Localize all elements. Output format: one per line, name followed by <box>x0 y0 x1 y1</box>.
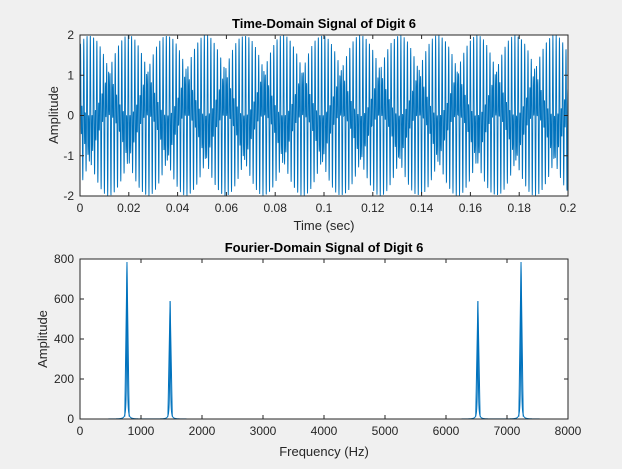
fourier-peak <box>167 300 173 417</box>
fourier-x-tick-label: 3000 <box>250 424 277 438</box>
time-x-tick-label: 0.2 <box>560 201 577 215</box>
time-x-tick-label: 0.02 <box>117 201 141 215</box>
fourier-y-tick-label: 0 <box>67 412 74 426</box>
fourier-x-tick-label: 2000 <box>189 424 216 438</box>
fourier-x-tick-label: 6000 <box>433 424 460 438</box>
fourier-y-axis-label: Amplitude <box>35 310 50 368</box>
time-y-axis-label: Amplitude <box>46 86 61 144</box>
time-y-tick-label: 0 <box>67 109 74 123</box>
fourier-chart-title: Fourier-Domain Signal of Digit 6 <box>225 240 424 255</box>
fourier-y-tick-label: 200 <box>54 372 74 386</box>
fourier-x-tick-label: 7000 <box>494 424 521 438</box>
fourier-y-tick-label: 800 <box>54 252 74 266</box>
time-chart-title: Time-Domain Signal of Digit 6 <box>232 16 416 31</box>
time-signal-line <box>79 35 569 196</box>
time-x-tick-label: 0.16 <box>459 201 483 215</box>
time-x-axis-label: Time (sec) <box>294 218 355 233</box>
fourier-x-tick-label: 4000 <box>311 424 338 438</box>
time-y-tick-label: 1 <box>67 68 74 82</box>
fourier-peak <box>475 300 481 417</box>
time-ticks: 0 0.02 0.04 0.06 0.08 0.1 0.12 0.14 0.16 0.18 0.2 -… <box>63 28 576 215</box>
fourier-y-tick-label: 400 <box>54 332 74 346</box>
fourier-x-axis-label: Frequency (Hz) <box>279 444 369 459</box>
fourier-x-tick-label: 5000 <box>372 424 399 438</box>
fourier-x-tick-label: 0 <box>77 424 84 438</box>
time-x-tick-label: 0.14 <box>410 201 434 215</box>
time-x-tick-label: 0.18 <box>508 201 532 215</box>
time-x-tick-label: 0.08 <box>264 201 288 215</box>
time-x-tick-label: 0 <box>77 201 84 215</box>
fourier-ticks: 0 1000 2000 3000 4000 5000 6000 7000 8000 0 200 400… <box>54 252 582 438</box>
time-plot-area <box>79 35 569 196</box>
time-y-tick-label: 2 <box>67 28 74 42</box>
time-x-tick-label: 0.04 <box>166 201 190 215</box>
time-x-tick-label: 0.12 <box>361 201 385 215</box>
fourier-y-tick-label: 600 <box>54 292 74 306</box>
time-y-tick-label: -1 <box>63 149 74 163</box>
time-domain-chart: 0 0.02 0.04 0.06 0.08 0.1 0.12 0.14 0.16 0.18 0.2 -… <box>46 16 577 233</box>
fourier-axes-background <box>80 259 568 419</box>
fourier-x-tick-label: 1000 <box>128 424 155 438</box>
fourier-x-tick-label: 8000 <box>555 424 582 438</box>
fourier-domain-chart: 0 1000 2000 3000 4000 5000 6000 7000 8000 0 200 400… <box>35 240 582 459</box>
fourier-peak <box>124 261 130 417</box>
fourier-peak <box>518 261 524 417</box>
time-x-tick-label: 0.1 <box>316 201 333 215</box>
time-x-tick-label: 0.06 <box>215 201 239 215</box>
time-y-tick-label: -2 <box>63 189 74 203</box>
